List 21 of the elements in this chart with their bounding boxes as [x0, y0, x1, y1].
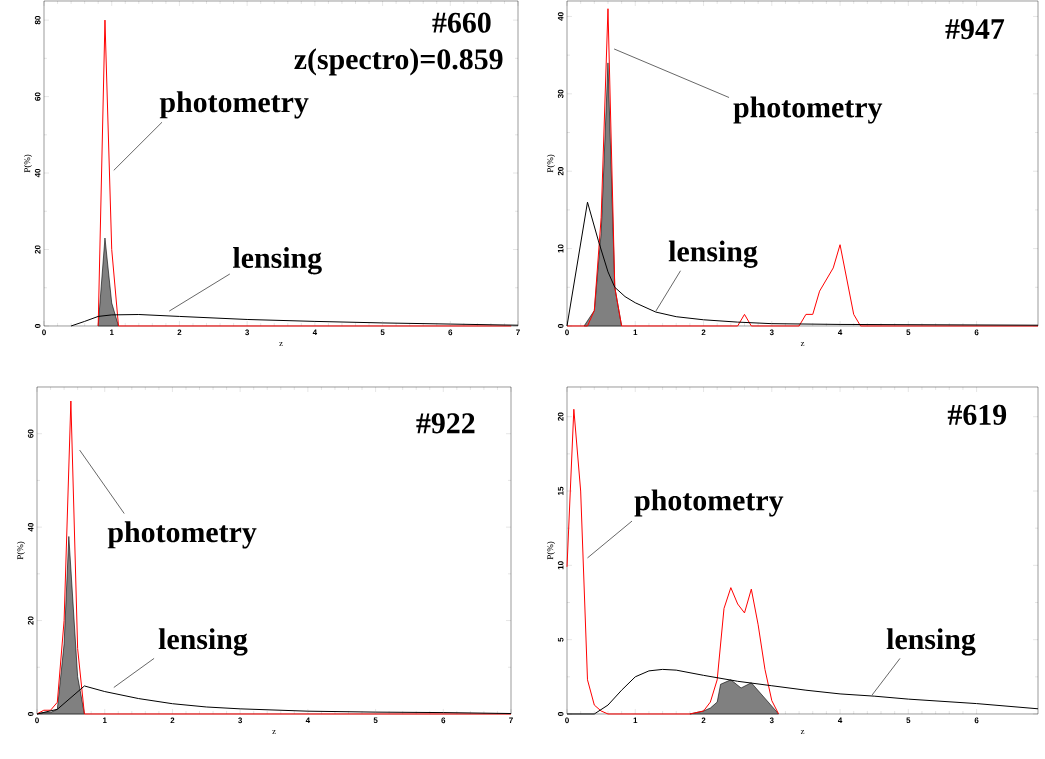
x-axis-title: z [800, 730, 805, 735]
y-axis-title: P(%) [16, 541, 25, 560]
annotation: lensing [668, 240, 758, 268]
y-axis-title: P(%) [546, 154, 555, 173]
chart-title: #619 [947, 404, 1007, 425]
chart-title: #947 [945, 19, 1005, 40]
y-axis-title: P(%) [546, 541, 556, 560]
text: #922 [416, 413, 475, 434]
annotation: photometry [634, 489, 784, 517]
annotation: photometry [159, 91, 309, 119]
annotation: lensing [158, 628, 248, 656]
chart-title: #660 [432, 12, 491, 33]
x-axis-title: z [800, 342, 805, 347]
annotation: lensing [233, 247, 322, 275]
annotation: photometry [733, 96, 883, 124]
annotation: photometry [107, 521, 257, 549]
y-axis-title: P(%) [23, 154, 32, 173]
x-axis-title: z [272, 730, 276, 735]
x-axis-title: z [279, 342, 283, 347]
text: z(spectro)=0.859 [294, 48, 503, 76]
annotation: lensing [886, 628, 976, 656]
